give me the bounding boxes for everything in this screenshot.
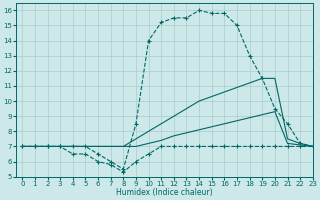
X-axis label: Humidex (Indice chaleur): Humidex (Indice chaleur) — [116, 188, 213, 197]
